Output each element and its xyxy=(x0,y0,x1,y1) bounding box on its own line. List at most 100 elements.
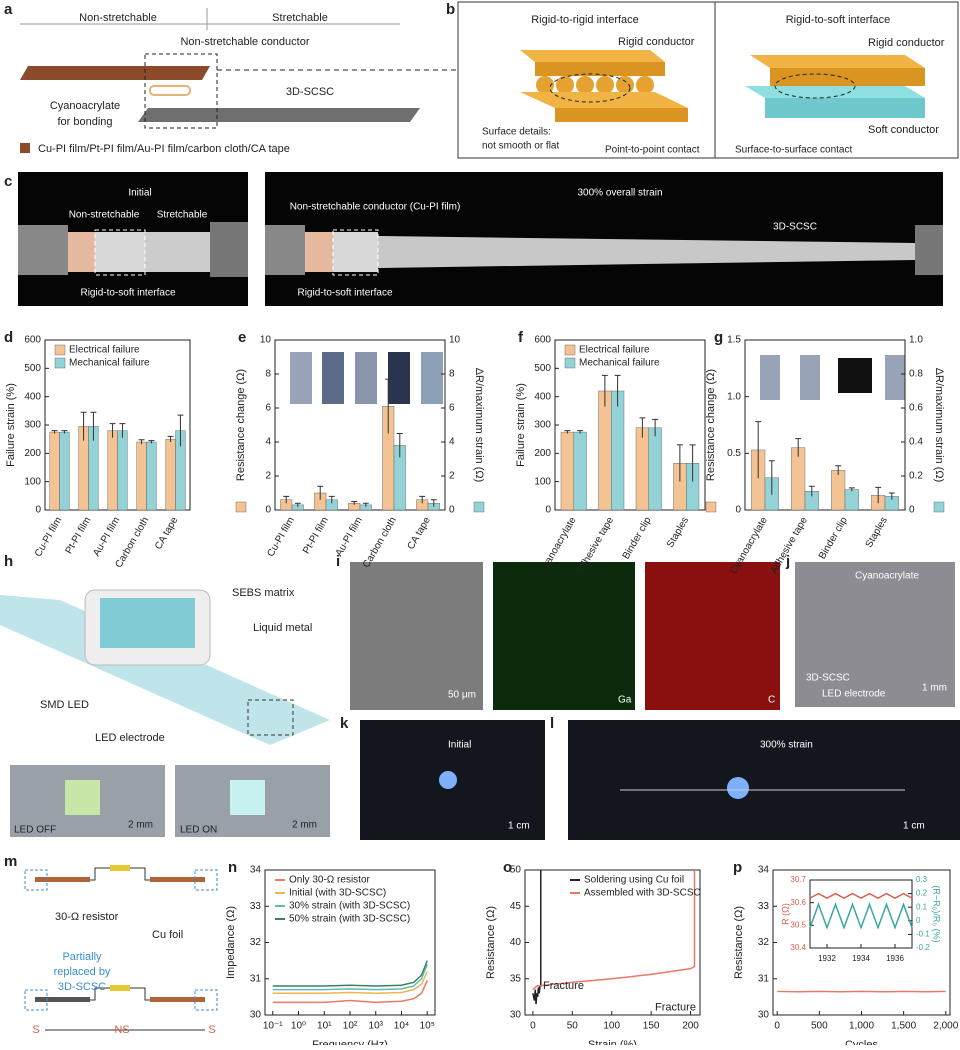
label: 1 cm xyxy=(903,821,925,832)
x-axis-label: Frequency (Hz) xyxy=(312,1039,388,1045)
bar xyxy=(118,431,128,510)
y-axis-label: R (Ω) xyxy=(780,903,790,925)
bar xyxy=(137,442,147,510)
annotation: Fracture xyxy=(543,980,584,992)
panel-letter: k xyxy=(340,715,349,732)
y-tick-label: 100 xyxy=(534,476,551,487)
label: SMD LED xyxy=(40,699,89,711)
bar xyxy=(561,432,574,510)
bar xyxy=(108,431,118,510)
x-tick-label: 1934 xyxy=(852,954,870,963)
bar xyxy=(147,442,157,510)
x-tick-label: 50 xyxy=(567,1021,579,1032)
label: S xyxy=(208,1024,215,1036)
panel-letter: b xyxy=(446,1,455,18)
label: Rigid-to-soft interface xyxy=(80,288,175,299)
y2-tick-label: 0.8 xyxy=(909,369,923,380)
x-tick-label: CA tape xyxy=(153,515,181,552)
label: Stretchable xyxy=(157,210,208,221)
y-axis-label: Resistance (Ω) xyxy=(485,906,497,979)
y2-tick-label: 8 xyxy=(449,369,455,380)
y-tick-label: 30 xyxy=(758,1010,770,1021)
y-axis-label: Failure strain (%) xyxy=(5,383,17,467)
legend-swatch xyxy=(565,345,575,355)
y-tick-label: 31 xyxy=(758,973,770,984)
y-tick-label: 50 xyxy=(510,865,522,876)
legend-label: 50% strain (with 3D-SCSC) xyxy=(289,914,410,925)
legend-swatch xyxy=(565,358,575,368)
y-tick-label: 600 xyxy=(534,335,551,346)
x-tick-label: CA tape xyxy=(406,515,434,552)
label: Cu foil xyxy=(152,929,183,941)
y2-tick-label: 0.2 xyxy=(916,889,928,898)
panel-letter: c xyxy=(4,173,12,190)
x-tick-label: 200 xyxy=(682,1021,699,1032)
y-tick-label: 35 xyxy=(510,973,522,984)
label: 30-Ω resistor xyxy=(55,911,119,923)
legend-label: Electrical failure xyxy=(579,345,650,356)
y-tick-label: 200 xyxy=(534,448,551,459)
y-tick-label: 300 xyxy=(24,420,41,431)
y2-tick-label: 10 xyxy=(449,335,461,346)
legend-label: Soldering using Cu foil xyxy=(584,875,684,886)
y2-axis-label: ΔR/maximum strain (Ω) xyxy=(933,368,945,483)
bar xyxy=(636,428,649,510)
y-axis-label: Resistance (Ω) xyxy=(733,906,745,979)
y-tick-label: 30 xyxy=(510,1010,522,1021)
x-tick-label: Cu-PI film xyxy=(265,515,296,559)
legend-label: Mechanical failure xyxy=(69,358,150,369)
y-tick-label: 33 xyxy=(758,901,770,912)
x-tick-label: Binder clip xyxy=(817,515,850,561)
y-tick-label: 30.4 xyxy=(790,943,806,952)
title: Rigid-to-soft interface xyxy=(786,14,891,26)
title: Rigid-to-rigid interface xyxy=(531,14,639,26)
scsc xyxy=(138,108,420,122)
label: Rigid conductor xyxy=(868,37,945,49)
x-tick-label: Staples xyxy=(864,515,890,549)
y2-tick-label: 0.6 xyxy=(909,403,923,414)
y2-tick-label: 0.3 xyxy=(916,875,928,884)
bar xyxy=(50,432,60,510)
x-tick-label: Staples xyxy=(665,515,691,549)
label: NS xyxy=(114,1024,129,1036)
y-tick-label: 30.6 xyxy=(790,898,806,907)
y-tick-label: 2 xyxy=(265,471,271,482)
y-axis-label: Failure strain (%) xyxy=(515,383,527,467)
label: SEBS matrix xyxy=(232,587,295,599)
micrograph xyxy=(350,562,483,710)
label: 3D-SCSC xyxy=(806,673,850,684)
x-tick-label: 1,000 xyxy=(849,1021,874,1032)
label: Cyanoacrylate xyxy=(50,100,120,112)
label: 300% strain xyxy=(760,740,813,751)
legend-label: Only 30-Ω resistor xyxy=(289,875,371,886)
bar xyxy=(791,448,805,510)
bar xyxy=(845,490,859,510)
panel-letter: h xyxy=(4,553,13,570)
x-tick-label: 0 xyxy=(530,1021,536,1032)
x-tick-label: Carbon cloth xyxy=(361,515,399,570)
y2-axis-label: ΔR/maximum strain (Ω) xyxy=(473,368,485,483)
y-tick-label: 30 xyxy=(250,1010,262,1021)
line xyxy=(533,870,541,1004)
panel-letter: f xyxy=(518,329,524,346)
legend-swatch xyxy=(55,358,65,368)
label: Rigid conductor xyxy=(618,36,695,48)
label: S xyxy=(32,1024,39,1036)
x-tick-label: 1,500 xyxy=(891,1021,916,1032)
label: Soft conductor xyxy=(868,124,939,136)
label: 50 μm xyxy=(448,690,476,701)
bar xyxy=(611,391,624,510)
y-tick-label: 100 xyxy=(24,476,41,487)
x-tick-label: 1932 xyxy=(818,954,836,963)
x-tick-label: Pt-PI film xyxy=(301,515,331,556)
legend-swatch xyxy=(55,345,65,355)
x-tick-label: 10² xyxy=(343,1021,358,1032)
legend-label: Mechanical failure xyxy=(579,358,660,369)
y-tick-label: 4 xyxy=(265,437,271,448)
y-tick-label: 40 xyxy=(510,937,522,948)
x-tick-label: 10⁰ xyxy=(291,1021,306,1032)
x-tick-label: 500 xyxy=(811,1021,828,1032)
panel-letter: m xyxy=(4,853,17,870)
panel-letter: g xyxy=(714,329,723,346)
